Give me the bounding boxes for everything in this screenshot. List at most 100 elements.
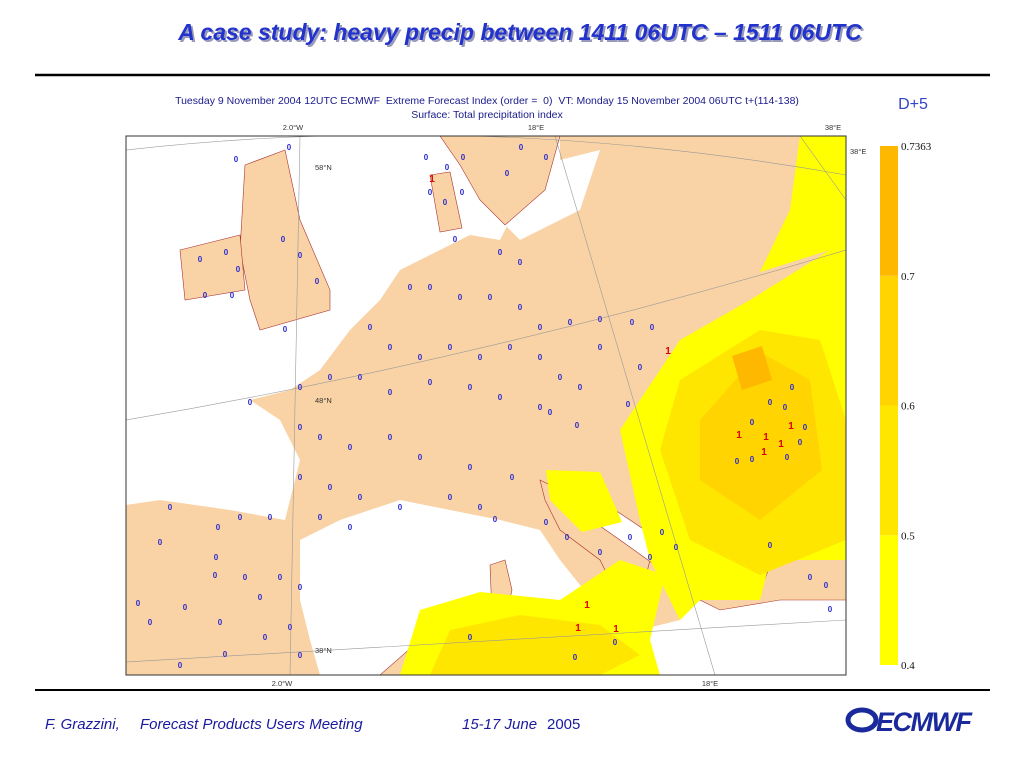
station-label: 0 bbox=[287, 143, 292, 152]
station-label: 0 bbox=[650, 323, 655, 332]
map: 0 0 0 0 0 0 0 0 0 0 0 0 0 0 0 0 0 0 0 0 0 0 0 0 0 0 0 0 0 0 0 0 0 0 0 0 0 0 0 0… bbox=[126, 136, 846, 675]
station-label: 0 bbox=[234, 155, 239, 164]
station-label: 0 bbox=[263, 633, 268, 642]
station-label: 0 bbox=[258, 593, 263, 602]
station-flag: 1 bbox=[665, 346, 671, 357]
station-label: 0 bbox=[613, 638, 618, 647]
station-label: 0 bbox=[268, 513, 273, 522]
station-label: 0 bbox=[808, 573, 813, 582]
station-label: 0 bbox=[298, 383, 303, 392]
station-label: 0 bbox=[213, 571, 218, 580]
station-label: 0 bbox=[388, 343, 393, 352]
station-label: 0 bbox=[183, 603, 188, 612]
logo-mark bbox=[845, 707, 879, 733]
colorbar-label: 0.4 bbox=[901, 660, 915, 672]
station-label: 0 bbox=[558, 373, 563, 382]
station-flag: 1 bbox=[613, 624, 619, 635]
station-label: 0 bbox=[238, 513, 243, 522]
station-label: 0 bbox=[768, 541, 773, 550]
station-label: 0 bbox=[315, 277, 320, 286]
station-label: 0 bbox=[328, 483, 333, 492]
station-label: 0 bbox=[428, 188, 433, 197]
station-label: 0 bbox=[783, 403, 788, 412]
footer-author: F. Grazzini, bbox=[45, 716, 120, 733]
station-label: 0 bbox=[828, 605, 833, 614]
station-label: 0 bbox=[224, 248, 229, 257]
station-label: 0 bbox=[216, 523, 221, 532]
station-label: 0 bbox=[750, 455, 755, 464]
lead-time: D+5 bbox=[898, 96, 928, 113]
station-label: 0 bbox=[674, 543, 679, 552]
station-label: 0 bbox=[548, 408, 553, 417]
logo-text: ECMWF bbox=[876, 707, 973, 737]
station-label: 0 bbox=[408, 283, 413, 292]
station-flag: 1 bbox=[763, 432, 769, 443]
colorbar-segment bbox=[880, 275, 898, 406]
station-label: 0 bbox=[518, 303, 523, 312]
station-label: 0 bbox=[803, 423, 808, 432]
station-label: 0 bbox=[348, 523, 353, 532]
station-label: 0 bbox=[468, 383, 473, 392]
station-label: 0 bbox=[493, 515, 498, 524]
station-label: 0 bbox=[298, 651, 303, 660]
station-label: 0 bbox=[298, 251, 303, 260]
station-label: 0 bbox=[418, 353, 423, 362]
station-label: 0 bbox=[565, 533, 570, 542]
station-label: 0 bbox=[538, 353, 543, 362]
station-label: 0 bbox=[508, 343, 513, 352]
lon-label: 38°E bbox=[825, 123, 841, 132]
station-flag: 1 bbox=[736, 430, 742, 441]
station-label: 0 bbox=[288, 623, 293, 632]
station-label: 0 bbox=[198, 255, 203, 264]
station-flag: 1 bbox=[429, 174, 435, 185]
station-label: 0 bbox=[148, 618, 153, 627]
station-label: 0 bbox=[445, 163, 450, 172]
station-label: 0 bbox=[318, 513, 323, 522]
station-label: 0 bbox=[628, 533, 633, 542]
station-label: 0 bbox=[248, 398, 253, 407]
station-label: 0 bbox=[510, 473, 515, 482]
title-shadow: A case study: heavy precip between 1411 … bbox=[179, 21, 864, 47]
station-label: 0 bbox=[218, 618, 223, 627]
station-label: 0 bbox=[358, 373, 363, 382]
station-label: 0 bbox=[443, 198, 448, 207]
station-label: 0 bbox=[281, 235, 286, 244]
colorbar-label: 0.7 bbox=[901, 271, 915, 283]
station-label: 0 bbox=[223, 650, 228, 659]
station-label: 0 bbox=[518, 258, 523, 267]
land bbox=[429, 171, 463, 233]
lon-label: 2.0°W bbox=[283, 123, 304, 132]
station-label: 0 bbox=[283, 325, 288, 334]
station-label: 0 bbox=[750, 418, 755, 427]
station-label: 0 bbox=[638, 363, 643, 372]
station-label: 0 bbox=[428, 378, 433, 387]
station-label: 0 bbox=[461, 153, 466, 162]
land bbox=[179, 234, 246, 301]
lon-label: 2.0°W bbox=[272, 679, 293, 688]
station-label: 0 bbox=[278, 573, 283, 582]
station-label: 0 bbox=[136, 599, 141, 608]
station-label: 0 bbox=[448, 343, 453, 352]
station-label: 0 bbox=[498, 393, 503, 402]
efi-area bbox=[732, 346, 772, 390]
station-label: 0 bbox=[178, 661, 183, 670]
station-label: 0 bbox=[348, 443, 353, 452]
station-label: 0 bbox=[538, 403, 543, 412]
efi-area bbox=[546, 470, 622, 532]
station-label: 0 bbox=[230, 291, 235, 300]
station-label: 0 bbox=[519, 143, 524, 152]
station-label: 0 bbox=[298, 473, 303, 482]
station-label: 0 bbox=[158, 538, 163, 547]
station-label: 0 bbox=[318, 433, 323, 442]
stations: 0 0 0 0 0 0 0 0 0 0 0 0 0 0 0 0 0 0 0 0 0 0 0 0 0 0 0 0 0 0 0 0 0 0 0 0 0 0 0 0… bbox=[136, 143, 833, 670]
station-label: 0 bbox=[468, 463, 473, 472]
map-frame bbox=[125, 135, 847, 676]
station-label: 0 bbox=[418, 453, 423, 462]
colorbar: 0.4 0.5 0.6 0.7 0.7363 bbox=[880, 141, 932, 672]
lat-label: 48°N bbox=[315, 396, 332, 405]
station-label: 0 bbox=[398, 503, 403, 512]
station-label: 0 bbox=[428, 283, 433, 292]
colorbar-label: 0.6 bbox=[901, 401, 915, 413]
station-flag: 1 bbox=[575, 623, 581, 634]
